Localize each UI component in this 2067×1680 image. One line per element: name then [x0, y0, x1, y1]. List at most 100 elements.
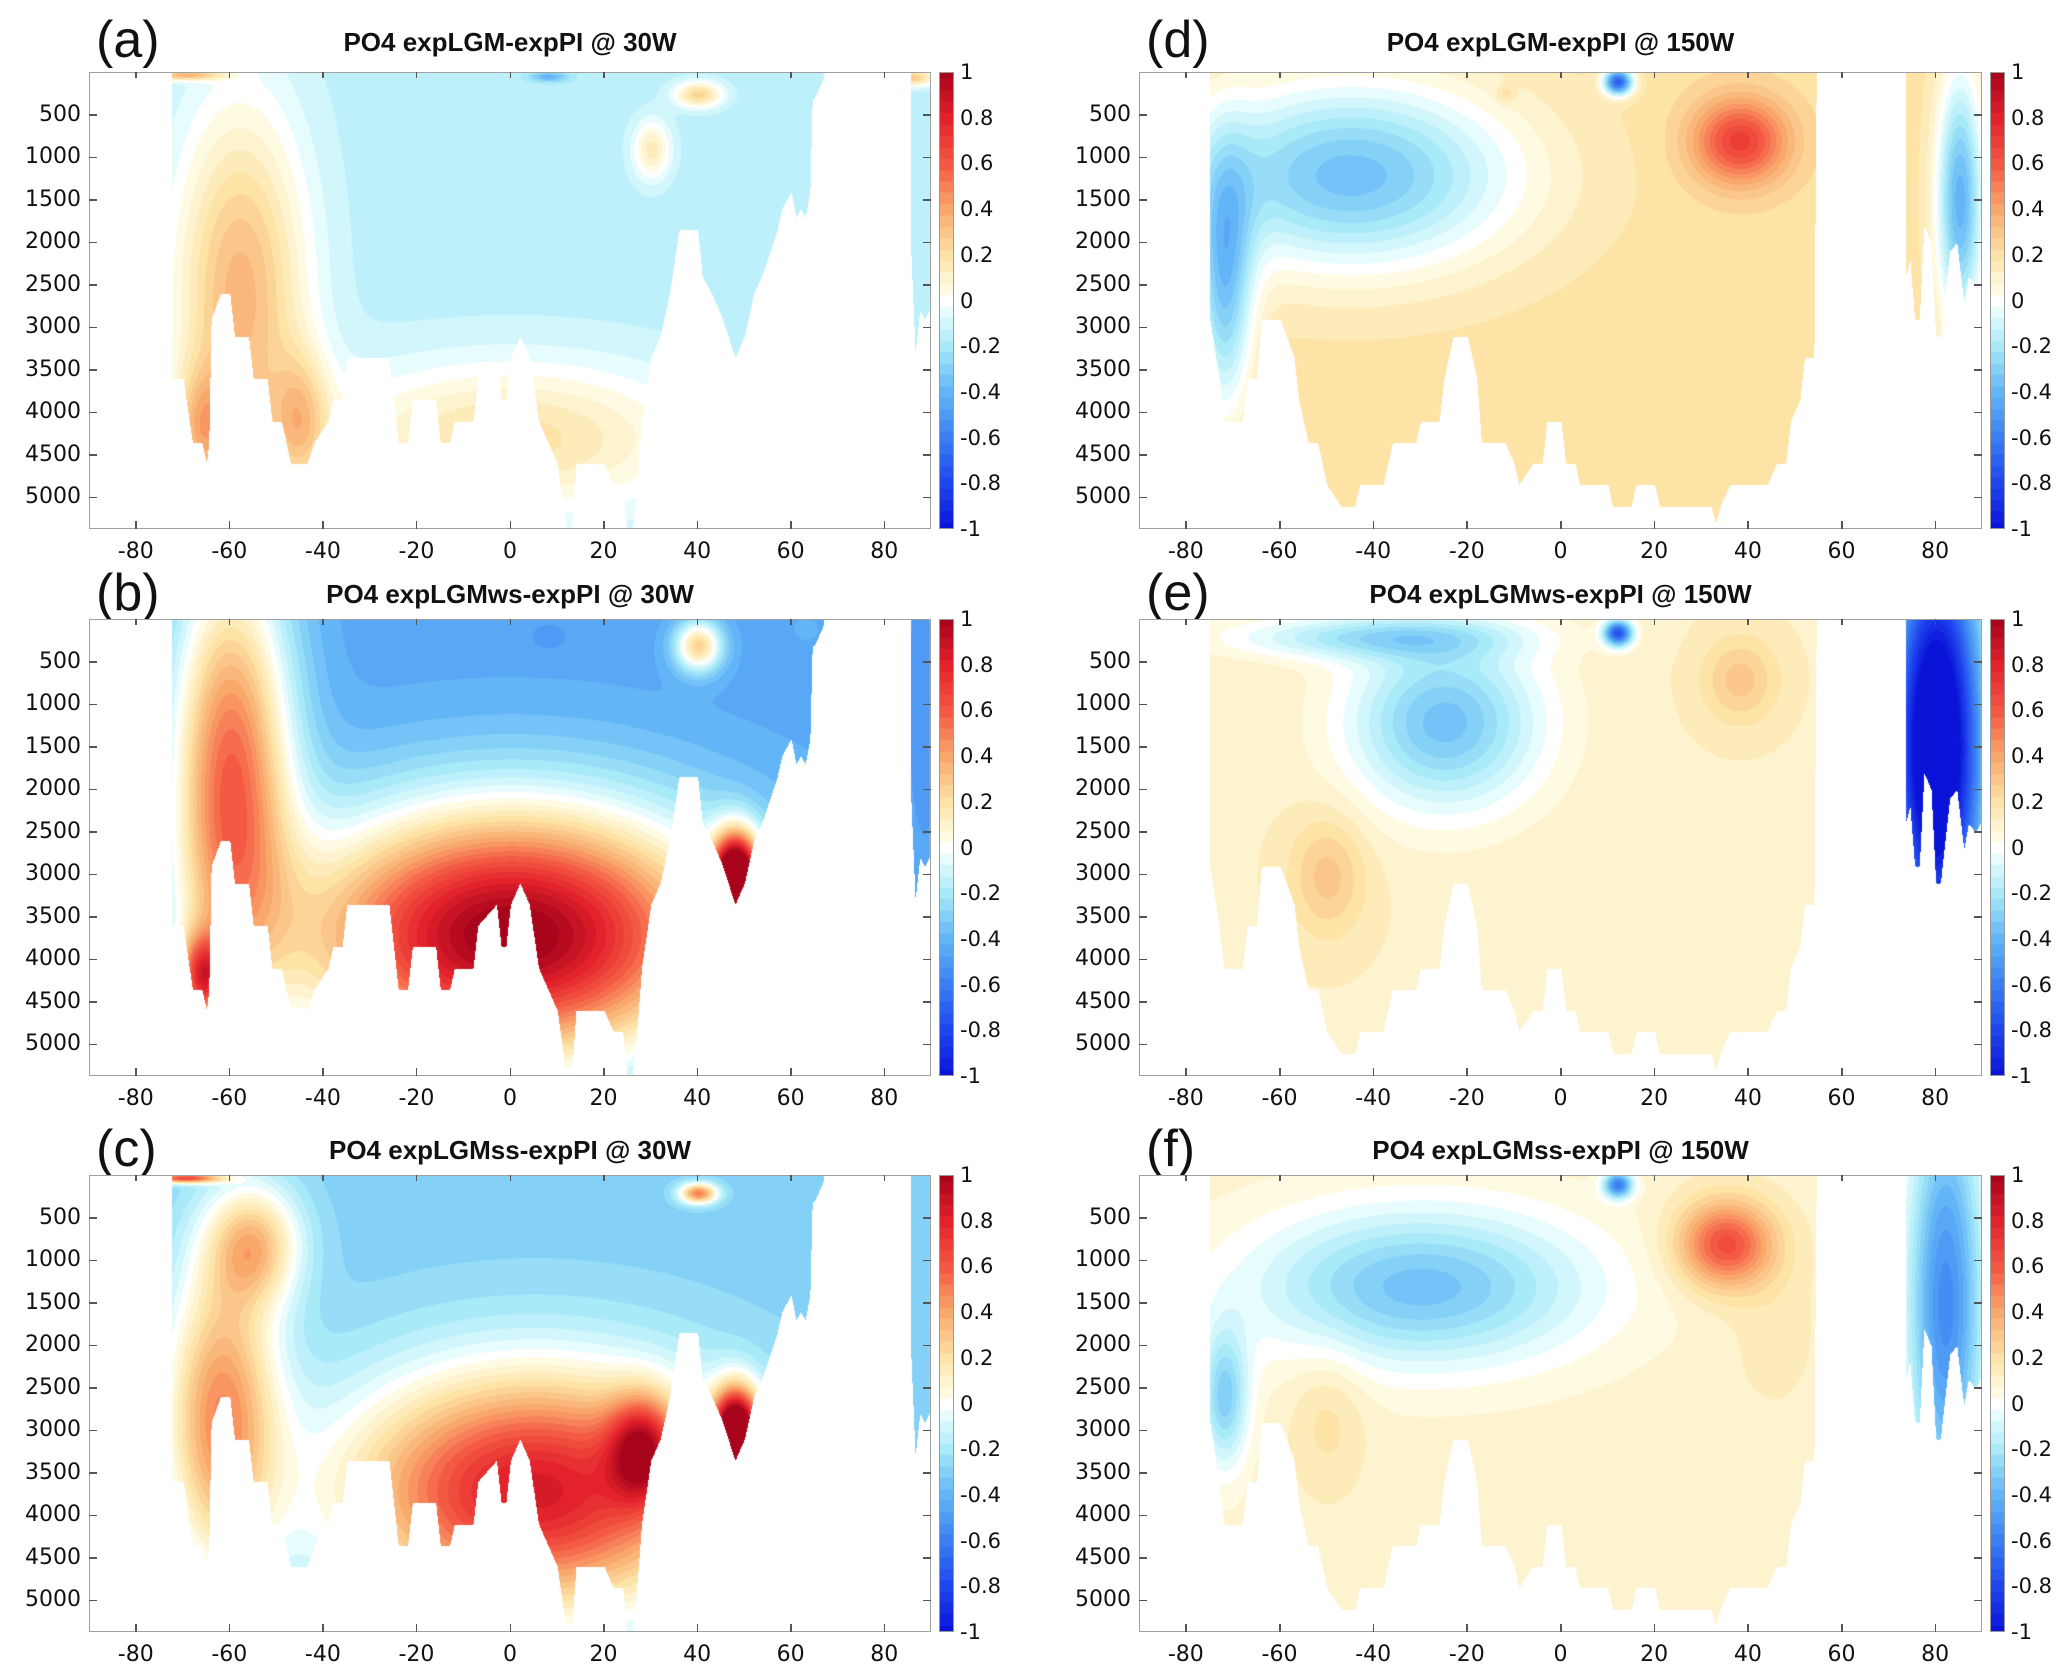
- ytick-mark: [1139, 831, 1147, 833]
- colorbar-tick-label: -1: [960, 517, 981, 541]
- xtick-label: 80: [870, 539, 899, 564]
- ytick-mark: [89, 454, 97, 456]
- ytick-label: 3500: [25, 356, 81, 382]
- ytick-label: 4000: [25, 1502, 81, 1528]
- xtick-label: 0: [1553, 539, 1568, 564]
- ytick-mark: [923, 199, 931, 201]
- xtick-mark: [696, 521, 699, 529]
- xtick-label: -60: [1261, 1642, 1298, 1667]
- plot-area: [89, 72, 931, 529]
- xtick-mark: [1560, 1624, 1562, 1632]
- ytick-mark: [923, 1514, 931, 1517]
- xtick-mark: [883, 72, 886, 78]
- ytick-mark: [89, 1259, 97, 1262]
- ytick-mark: [923, 1344, 931, 1347]
- xtick-mark: [1279, 72, 1281, 78]
- ytick-mark: [923, 496, 931, 499]
- ytick-mark: [1139, 1387, 1147, 1389]
- colorbar-tick-label: -0.8: [960, 1018, 1001, 1043]
- ytick-mark: [89, 1043, 97, 1046]
- ytick-mark: [89, 746, 97, 748]
- xtick-mark: [1747, 521, 1749, 529]
- xtick-label: 20: [589, 1086, 618, 1111]
- colorbar-tick-label: 1: [2011, 1163, 2025, 1187]
- xtick-mark: [790, 1624, 792, 1632]
- colorbar: [939, 72, 954, 529]
- ytick-mark: [89, 916, 97, 918]
- colorbar-tick-label: -0.6: [2011, 972, 2052, 997]
- xtick-label: 60: [1827, 1086, 1856, 1111]
- xtick-mark: [603, 1068, 605, 1076]
- ytick-mark: [89, 326, 97, 329]
- ytick-mark: [89, 1302, 97, 1304]
- ytick-mark: [1139, 496, 1147, 499]
- colorbar-tick-label: -0.6: [960, 972, 1001, 997]
- xtick-mark: [1934, 1624, 1937, 1632]
- ytick-label: 2000: [25, 229, 81, 255]
- contour-field: [1140, 620, 1981, 1075]
- panel-d: (d) PO4 expLGM-expPI @ 150W 500 1000 1500 200…: [1050, 0, 2052, 564]
- ytick-mark: [1974, 496, 1982, 499]
- ytick-mark: [1139, 958, 1147, 961]
- ytick-mark: [923, 241, 931, 244]
- ytick-label: 3500: [1075, 1459, 1131, 1485]
- colorbar-tick-label: -0.4: [960, 926, 1001, 951]
- xtick-mark: [1841, 619, 1843, 625]
- xtick-mark: [1185, 1175, 1187, 1181]
- colorbar-tick-label: -0.4: [2011, 379, 2052, 404]
- panel-label: (c): [96, 1120, 157, 1178]
- ytick-mark: [1139, 1259, 1147, 1262]
- ytick-label: 3000: [1075, 1417, 1131, 1443]
- xtick-label: -60: [211, 539, 248, 564]
- panel-title: PO4 expLGMss-expPI @ 150W: [1372, 1135, 1749, 1165]
- colorbar-tick-label: 0: [2011, 835, 2025, 860]
- xtick-mark: [883, 521, 886, 529]
- ytick-mark: [89, 114, 97, 116]
- ytick-mark: [1139, 1557, 1147, 1559]
- ytick-mark: [1139, 411, 1147, 414]
- ytick-label: 3500: [1075, 903, 1131, 929]
- xtick-mark: [415, 619, 418, 625]
- xtick-mark: [135, 1175, 137, 1181]
- xtick-mark: [883, 1068, 886, 1076]
- xtick-mark: [1934, 72, 1937, 78]
- xtick-label: 60: [776, 1642, 805, 1667]
- xtick-mark: [1560, 1068, 1562, 1076]
- ytick-label: 2000: [25, 776, 81, 802]
- panel-label: (e): [1146, 564, 1210, 622]
- ytick-mark: [1974, 1599, 1982, 1602]
- panel-title: PO4 expLGMws-expPI @ 30W: [326, 579, 694, 609]
- xtick-mark: [1279, 1175, 1281, 1181]
- xtick-mark: [1372, 72, 1375, 78]
- xtick-mark: [1934, 1175, 1937, 1181]
- ytick-mark: [1139, 1043, 1147, 1046]
- colorbar: [939, 1175, 954, 1632]
- xtick-mark: [1653, 1068, 1656, 1076]
- colorbar-tick-label: -0.4: [960, 1482, 1001, 1507]
- xtick-label: 80: [870, 1086, 899, 1111]
- ytick-mark: [1974, 1344, 1982, 1347]
- ytick-label: 5000: [25, 484, 81, 510]
- ytick-mark: [1974, 1001, 1982, 1003]
- ytick-label: 1500: [25, 186, 81, 212]
- colorbar-tick-label: -1: [2011, 517, 2032, 541]
- ytick-mark: [923, 916, 931, 918]
- ytick-mark: [1974, 156, 1982, 159]
- ytick-mark: [89, 369, 97, 371]
- xtick-label: 80: [1921, 539, 1950, 564]
- xtick-mark: [1841, 1068, 1843, 1076]
- panel-label: (a): [96, 11, 160, 69]
- colorbar-tick-label: -0.2: [960, 881, 1001, 906]
- colorbar-tick-label: -0.8: [960, 471, 1001, 496]
- colorbar-tick-label: 0.8: [2011, 1208, 2045, 1233]
- xtick-label: -80: [117, 1086, 154, 1111]
- xtick-label: -20: [1448, 539, 1485, 564]
- ytick-mark: [89, 1514, 97, 1517]
- xtick-mark: [415, 521, 418, 529]
- colorbar-tick-label: -0.2: [2011, 1437, 2052, 1462]
- ytick-label: 500: [39, 1204, 81, 1230]
- xtick-mark: [1560, 1175, 1562, 1181]
- xtick-mark: [1185, 619, 1187, 625]
- ytick-label: 1000: [1075, 1247, 1131, 1273]
- colorbar-tick-label: -0.2: [960, 1437, 1001, 1462]
